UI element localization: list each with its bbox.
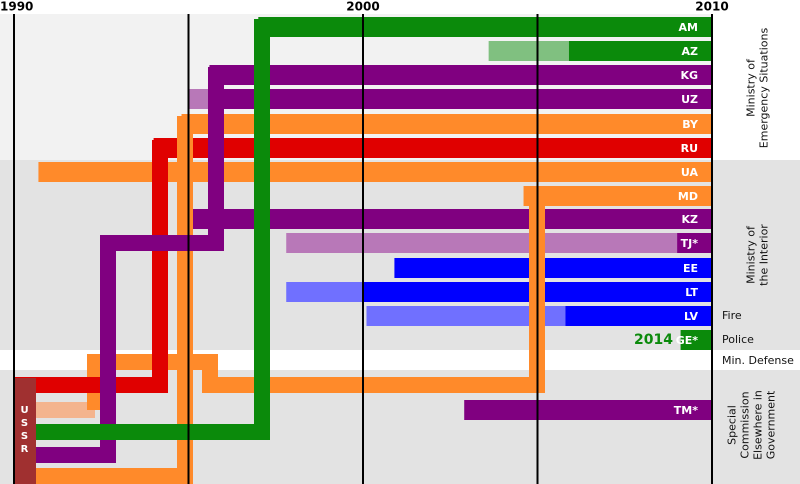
bar-segment: [209, 65, 712, 85]
bar-segment: [677, 233, 712, 253]
grid: [13, 14, 713, 484]
group-label: Government: [765, 390, 778, 459]
bar-segment: [258, 17, 712, 37]
x-tick-label: 2010: [695, 0, 728, 14]
flow-line: [14, 67, 226, 463]
bar-label: UZ: [681, 93, 698, 106]
bar-segment: [523, 186, 712, 206]
origin-label: USSR: [19, 405, 30, 457]
bar-label: KZ: [682, 213, 699, 226]
bar-label: KG: [680, 69, 698, 82]
x-tick-label: 2000: [346, 0, 379, 14]
bar-segment: [568, 41, 712, 61]
group-label: Ministry of: [745, 225, 758, 284]
bar-segment: [286, 233, 678, 253]
bar-label: MD: [678, 190, 698, 203]
bar-segment: [366, 306, 566, 326]
bar-segment: [394, 258, 712, 278]
group-label: Special: [726, 405, 739, 445]
bar-segment: [153, 138, 713, 158]
bar-label: AM: [679, 21, 698, 34]
origin-box: [14, 378, 36, 484]
bar-segment: [565, 306, 712, 326]
x-tick-label: 1990: [0, 0, 33, 14]
bars: [38, 17, 713, 420]
bar-segment: [488, 41, 569, 61]
bar-segment: [464, 400, 712, 420]
group-label: Fire: [722, 309, 742, 322]
bar-segment: [680, 330, 712, 350]
labels: USSR 2014 AM AZ KG UZ BY RU UA MD KZ TJ* EE LT LV GE*…: [0, 0, 794, 460]
bar-label: BY: [682, 118, 699, 131]
bar-label: TJ*: [681, 237, 699, 250]
annotation: 2014: [634, 332, 673, 348]
bar-label: GE*: [676, 334, 699, 347]
band: [0, 14, 712, 160]
group-label: the Interior: [758, 224, 771, 286]
flow-line: [14, 140, 170, 393]
group-label: Commission: [739, 391, 752, 458]
group-label: Emergency Situations: [758, 28, 771, 149]
group-label: Ministry of: [745, 58, 758, 117]
bar-label: EE: [683, 262, 698, 275]
bar-label: AZ: [682, 45, 699, 58]
bar-segment: [286, 282, 363, 302]
group-label: Police: [722, 333, 754, 346]
bar-label: TM*: [674, 404, 698, 417]
bar-label: LV: [684, 310, 698, 323]
flow-line: [14, 116, 195, 484]
bar-label: LT: [685, 286, 698, 299]
flow-line: [14, 19, 276, 440]
group-label: Min. Defense: [722, 354, 794, 367]
bar-segment: [38, 162, 713, 182]
group-label: Elsewhere in: [752, 390, 765, 460]
bar-segment: [181, 114, 712, 134]
bar-label: RU: [681, 142, 698, 155]
bar-label: UA: [681, 166, 699, 179]
bar-segment: [191, 209, 713, 229]
bar-segment: [223, 89, 712, 109]
